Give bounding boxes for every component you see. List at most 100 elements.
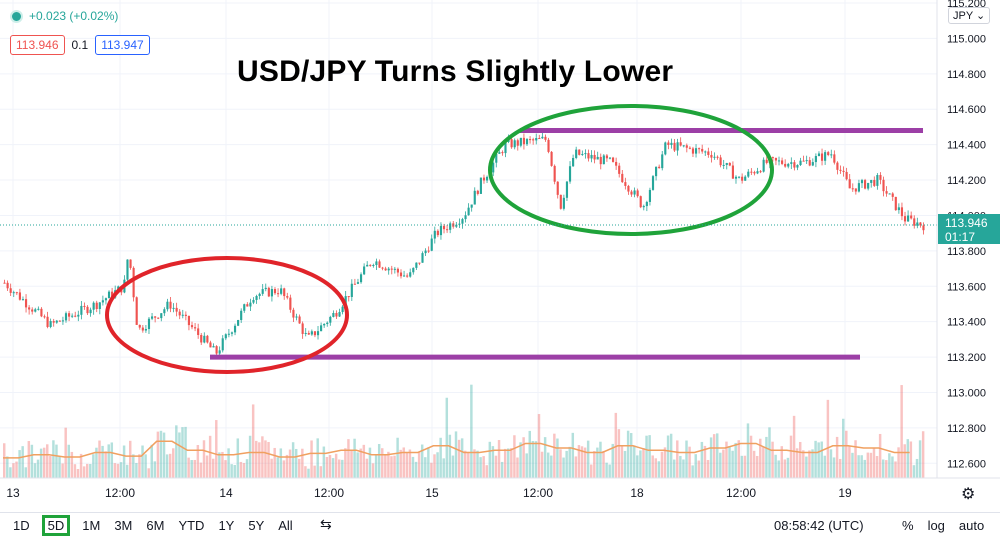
candle-body (485, 176, 489, 181)
candle-body (98, 302, 101, 310)
volume-bar (67, 444, 70, 478)
calendar-range-icon[interactable]: ⇆ (320, 516, 332, 532)
volume-bar (301, 448, 304, 478)
volume-bar (666, 435, 670, 478)
volume-bar (648, 435, 651, 478)
candle-body (608, 157, 612, 159)
range-all[interactable]: All (278, 518, 293, 533)
range-5y[interactable]: 5Y (248, 518, 265, 533)
volume-bar (719, 452, 722, 478)
volume-bar (135, 463, 138, 478)
volume-bar (85, 463, 89, 478)
range-1d[interactable]: 1D (13, 518, 30, 533)
volume-bar (92, 454, 95, 478)
candle-body (449, 223, 452, 230)
current-price-value: 113.946 (945, 216, 988, 230)
currency-selector[interactable]: JPY ⌄ (948, 7, 991, 24)
candle-body (246, 304, 249, 307)
candle-body (756, 171, 759, 174)
ask-button[interactable]: 113.947 (95, 35, 150, 55)
volume-bar (522, 437, 525, 478)
bid-button[interactable]: 113.946 (10, 35, 65, 55)
volume-bar (872, 448, 876, 478)
volume-bar (639, 450, 642, 478)
volume-bar (559, 449, 562, 478)
candle-body (562, 197, 565, 209)
volume-bar (780, 446, 784, 478)
candle-body (817, 153, 821, 157)
candle-body (107, 291, 111, 299)
candle-body (58, 320, 61, 322)
candle-body (372, 265, 375, 267)
volume-bar (347, 439, 350, 478)
volume-bar (531, 441, 535, 478)
range-1m[interactable]: 1M (82, 518, 101, 533)
candle-body (326, 322, 329, 324)
candle-body (304, 332, 307, 334)
volume-bar (42, 447, 46, 478)
volume-bar (460, 438, 464, 478)
price-tick-label: 115.000 (947, 33, 986, 45)
price-tick-label: 113.800 (947, 246, 986, 258)
auto-toggle[interactable]: auto (958, 518, 985, 533)
time-axis[interactable]: 13 12:00 14 12:00 15 12:00 18 12:00 19 (0, 477, 1000, 500)
volume-bar (629, 433, 633, 478)
candle-body (126, 259, 129, 280)
candle-body (842, 170, 845, 172)
volume-bar (384, 454, 387, 478)
candle-body (218, 350, 221, 354)
price-tick-label: 113.000 (947, 387, 986, 399)
volume-bar (316, 438, 319, 478)
utc-clock[interactable]: 08:58:42 (UTC) (774, 518, 864, 533)
range-1y[interactable]: 1Y (218, 518, 235, 533)
range-3m[interactable]: 3M (114, 518, 133, 533)
candle-body (734, 176, 738, 179)
price-axis[interactable]: 115.200 115.000 114.800 114.600 114.400 114.2… (936, 0, 986, 478)
volume-bar (420, 444, 424, 478)
volume-bar (626, 430, 630, 478)
volume-bar (623, 450, 627, 478)
candle-body (759, 171, 762, 173)
candle-body (848, 179, 851, 189)
volume-bar (734, 442, 737, 478)
candle-body (805, 160, 808, 162)
volume-bar (390, 456, 393, 478)
volume-bar (845, 430, 848, 478)
range-ytd[interactable]: YTD (178, 518, 205, 533)
gear-icon[interactable]: ⚙ (961, 486, 976, 503)
bottom-toolbar: 1D 5D 1M 3M 6M YTD 1Y 5Y All ⇆ 08:58:42 … (0, 512, 1000, 539)
volume-bar (144, 454, 147, 478)
candle-body (747, 171, 750, 177)
candle-body (421, 253, 424, 263)
volume-bar (725, 441, 728, 478)
candle-body (744, 176, 747, 181)
candle-body (415, 262, 418, 268)
volume-bar (33, 463, 37, 478)
volume-bar (894, 461, 897, 478)
volume-bar (113, 463, 117, 478)
volume-bar (688, 446, 691, 478)
percent-toggle[interactable]: % (902, 518, 914, 533)
candle-body (258, 293, 261, 297)
volume-bar (842, 418, 845, 478)
range-6m[interactable]: 6M (146, 518, 165, 533)
volume-bar (525, 453, 528, 478)
volume-bar (141, 445, 144, 478)
candle-body (704, 151, 707, 153)
candle-body (430, 238, 433, 251)
volume-bar (322, 446, 326, 478)
volume-bar (620, 446, 624, 478)
volume-bar (513, 435, 516, 478)
candle-body (15, 292, 18, 294)
candle-body (593, 154, 596, 160)
volume-bar (298, 458, 301, 478)
range-5d[interactable]: 5D (41, 515, 71, 536)
volume-bar (507, 448, 510, 478)
volume-bar (156, 431, 160, 478)
candle-body (765, 159, 768, 163)
price-tick-label: 113.400 (947, 317, 986, 329)
volume-bar (909, 441, 913, 478)
price-chart[interactable]: 115.200 115.000 114.800 114.600 114.400 114.2… (0, 0, 1000, 512)
log-toggle[interactable]: log (927, 518, 945, 533)
candle-body (581, 153, 584, 155)
